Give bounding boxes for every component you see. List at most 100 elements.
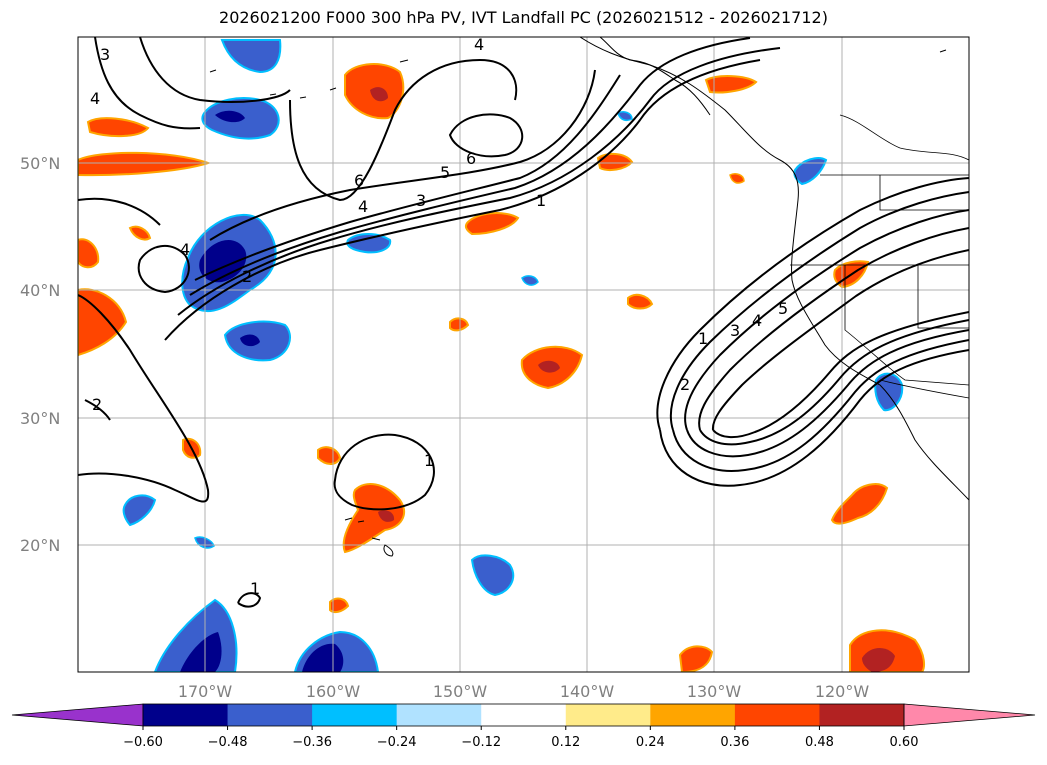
colorbar-tick-label: −0.36 [292, 735, 332, 750]
contour-label: 3 [416, 191, 426, 210]
latitude-labels: 50°N 40°N 30°N 20°N [20, 154, 60, 555]
pv-positive-blob [86, 117, 150, 138]
pv-negative-blob [220, 39, 282, 74]
pv-positive-blob [317, 446, 342, 465]
contour-label: 4 [90, 89, 100, 108]
pv-negative-blob [617, 111, 633, 122]
colorbar-tick-label: 0.60 [890, 735, 919, 750]
pv-negative-blob [793, 157, 828, 186]
gridlines [78, 37, 969, 672]
lon-label: 160°W [306, 682, 361, 701]
contour-label: 1 [536, 191, 546, 210]
colorbar-tick-label: −0.48 [208, 735, 248, 750]
pv-negative-blob [122, 494, 157, 527]
pv-positive-blob [704, 75, 758, 94]
pv-positive-core [370, 87, 388, 102]
pv-positive-blob [78, 238, 100, 269]
colorbar-segment [143, 704, 229, 726]
contour-label: 1 [424, 451, 434, 470]
pv-positive-blob [449, 317, 470, 332]
colorbar-ticks: −0.60 −0.48 −0.36 −0.24 −0.12 0.12 0.24 0.36 0.4… [123, 726, 918, 750]
colorbar-extend-max [903, 703, 1036, 727]
coastlines [209, 37, 969, 557]
contour-label: 4 [358, 197, 368, 216]
lat-label: 50°N [20, 154, 60, 173]
contour-label: 1 [250, 579, 260, 598]
lon-label: 150°W [433, 682, 488, 701]
country-border [879, 379, 969, 399]
lon-label: 120°W [815, 682, 870, 701]
longitude-labels: 170°W 160°W 150°W 140°W 130°W 120°W [178, 682, 870, 701]
colorbar-segment [819, 704, 905, 726]
pv-positive-blob [78, 288, 128, 357]
map-title: 2026021200 F000 300 hPa PV, IVT Landfall… [219, 8, 828, 27]
lat-label: 20°N [20, 536, 60, 555]
colorbar-segment [312, 704, 398, 726]
lon-label: 170°W [178, 682, 233, 701]
state-border [917, 265, 969, 329]
alaska-coast [599, 37, 711, 116]
hawaii-islands [344, 517, 394, 557]
lon-label: 130°W [687, 682, 742, 701]
colorbar-segment [565, 704, 651, 726]
colorbar-tick-label: 0.36 [720, 735, 749, 750]
contour-label: 3 [730, 321, 740, 340]
pv-negative-blob [521, 275, 539, 286]
contour-labels: 4 3 4 6 5 3 4 6 4 2 1 2 1 1 2 1 3 4 5 [90, 35, 788, 598]
colorbar-tick-label: −0.24 [377, 735, 417, 750]
colorbar-tick-label: 0.12 [551, 735, 580, 750]
contour-label: 6 [466, 149, 476, 168]
colorbar [11, 703, 1036, 727]
colorbar-segment [227, 704, 313, 726]
contour-label: 5 [440, 163, 450, 182]
state-border [879, 175, 969, 211]
contour-label: 5 [778, 299, 788, 318]
pv-shading [78, 39, 926, 672]
lat-label: 40°N [20, 281, 60, 300]
colorbar-segment [650, 704, 736, 726]
ivt-contours [78, 37, 969, 608]
pv-negative-core [180, 632, 222, 672]
colorbar-tick-label: 0.24 [636, 735, 665, 750]
plot-frame [77, 36, 970, 673]
aleutian-islands [209, 49, 947, 99]
contour-label: 2 [92, 395, 102, 414]
colorbar-segment [481, 704, 567, 726]
colorbar-tick-label: −0.60 [123, 735, 163, 750]
pv-positive-blob [342, 483, 405, 554]
contour-label: 2 [680, 375, 690, 394]
contour-label: 2 [242, 267, 252, 286]
colorbar-frame [142, 703, 905, 727]
pv-negative-blob [470, 554, 515, 597]
contour-label: 4 [474, 35, 484, 54]
plot-area [78, 37, 969, 672]
pv-positive-blob [627, 293, 654, 310]
colorbar-extend-min [11, 703, 144, 727]
pv-negative-blob [346, 233, 392, 254]
pv-positive-core [538, 360, 560, 373]
pv-positive-blob [830, 483, 889, 525]
contour-label: 4 [752, 311, 762, 330]
contour-label: 1 [698, 329, 708, 348]
colorbar-tick-label: 0.48 [805, 735, 834, 750]
pv-positive-blob [464, 212, 520, 236]
pv-positive-blob [729, 173, 745, 184]
pv-negative-core [240, 334, 260, 347]
state-border [839, 114, 969, 161]
colorbar-segment [734, 704, 820, 726]
pv-negative-core [215, 110, 245, 123]
colorbar-segment [396, 704, 482, 726]
colorbar-tick-label: −0.12 [461, 735, 501, 750]
state-border [844, 265, 969, 386]
lon-label: 140°W [560, 682, 615, 701]
pv-positive-blob [678, 645, 714, 672]
contour-label: 3 [100, 45, 110, 64]
lat-label: 30°N [20, 409, 60, 428]
pv-positive-blob [128, 225, 152, 241]
north-america-coast [579, 37, 969, 501]
pv-positive-core [862, 647, 895, 672]
contour-label: 4 [180, 240, 190, 259]
contour-label: 6 [354, 171, 364, 190]
pv-positive-core [378, 510, 395, 522]
